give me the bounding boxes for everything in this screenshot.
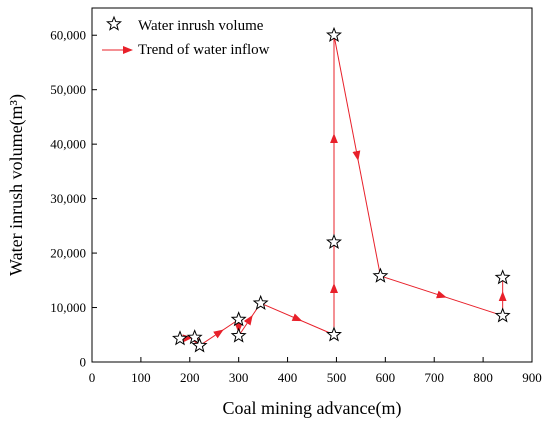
y-tick-label: 40,000 (50, 137, 86, 152)
trend-arrow (213, 329, 224, 339)
y-tick-label: 10,000 (50, 300, 86, 315)
x-tick-label: 800 (473, 370, 493, 385)
data-point-star (191, 337, 208, 353)
trend-lines (179, 35, 507, 347)
x-tick-label: 500 (327, 370, 347, 385)
data-point-star (326, 233, 342, 249)
y-tick-label: 50,000 (50, 82, 86, 97)
y-axis: 0 10,000 20,000 30,000 40,000 50,000 60,000 (50, 28, 97, 370)
y-tick-label: 60,000 (50, 28, 86, 43)
y-tick-label: 30,000 (50, 191, 86, 206)
data-point-star (494, 307, 511, 323)
data-point-star (252, 294, 269, 310)
legend-label-trend: Trend of water inflow (138, 42, 270, 58)
data-point-star (372, 267, 389, 283)
legend-label-water-inrush: Water inrush volume (138, 18, 264, 34)
x-tick-label: 100 (131, 370, 151, 385)
x-tick-label: 300 (229, 370, 249, 385)
data-point-star (172, 330, 188, 346)
x-tick-label: 400 (278, 370, 298, 385)
data-point-star (494, 269, 511, 285)
trend-arrow (243, 314, 253, 326)
x-axis-label: Coal mining advance(m) (223, 398, 402, 419)
y-tick-label: 0 (80, 355, 87, 370)
x-tick-label: 700 (424, 370, 444, 385)
legend: Water inrush volume Trend of water inflo… (102, 15, 270, 58)
x-tick-label: 200 (180, 370, 200, 385)
data-points (172, 26, 511, 353)
data-point-star (230, 327, 247, 343)
data-point-star (326, 26, 342, 43)
x-tick-label: 0 (89, 370, 96, 385)
x-tick-label: 900 (522, 370, 542, 385)
plot-frame (91, 7, 533, 363)
data-point-star (186, 329, 203, 345)
y-axis-label: Water inrush volume(m³) (6, 94, 27, 276)
legend-star-icon (106, 15, 122, 31)
data-point-star (230, 311, 247, 327)
data-point-star (326, 326, 342, 342)
y-tick-label: 20,000 (50, 246, 86, 261)
x-tick-label: 600 (376, 370, 396, 385)
x-axis: 0 100 200 300 400 500 600 700 800 900 (89, 357, 542, 385)
